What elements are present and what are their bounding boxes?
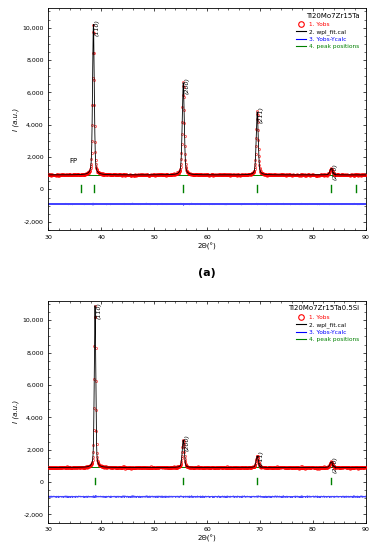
Text: Ti20Mo7Zr15Ta0.5Si: Ti20Mo7Zr15Ta0.5Si [288,305,359,311]
Text: (211): (211) [259,106,264,123]
Text: FP: FP [70,157,78,163]
Text: Ti20Mo7Zr15Ta: Ti20Mo7Zr15Ta [305,13,359,19]
Legend: 1. Yobs, 2. wpl_fit.cal, 3. Yobs-Ycalc, 4. peak positions: 1. Yobs, 2. wpl_fit.cal, 3. Yobs-Ycalc, … [296,22,360,50]
Text: (220): (220) [333,456,338,473]
Text: (200): (200) [185,434,190,452]
Y-axis label: I (a.u.): I (a.u.) [13,107,19,131]
Legend: 1. Yobs, 2. wpl_fit.cal, 3. Yobs-Ycalc, 4. peak positions: 1. Yobs, 2. wpl_fit.cal, 3. Yobs-Ycalc, … [296,315,360,342]
Text: (200): (200) [185,77,190,94]
Text: (a): (a) [198,268,216,278]
X-axis label: 2Θ(°): 2Θ(°) [198,243,216,250]
Text: (211): (211) [259,450,264,468]
X-axis label: 2Θ(°): 2Θ(°) [198,535,216,542]
Text: (110): (110) [97,301,101,318]
Text: (110): (110) [95,19,100,36]
Y-axis label: I (a.u.): I (a.u.) [13,400,19,424]
Text: (220): (220) [333,163,338,180]
